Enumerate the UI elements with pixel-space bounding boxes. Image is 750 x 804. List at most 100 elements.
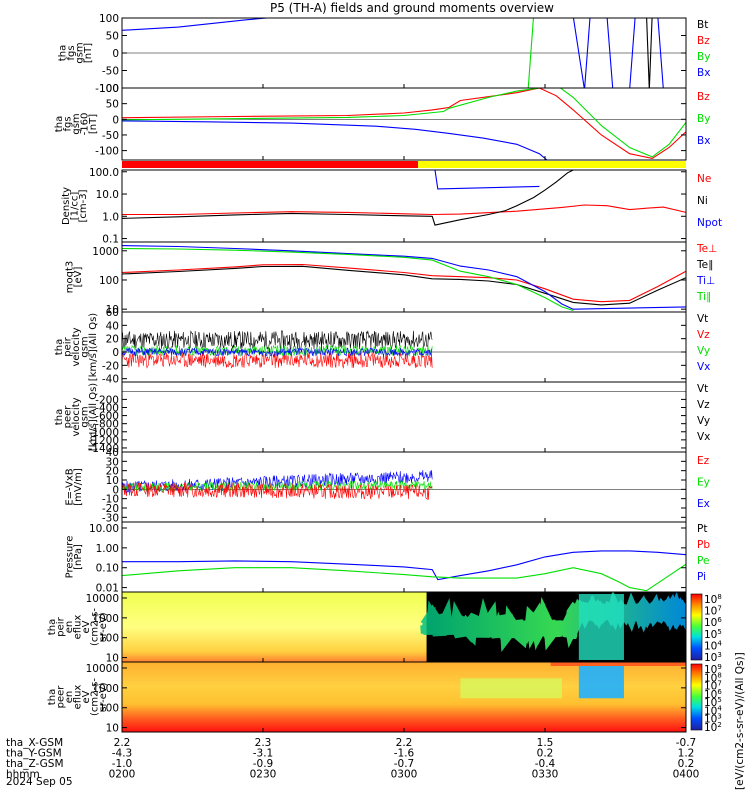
panel-peer_vel: -200-400-600-800-1000-1200-1400thapeerve…: [54, 381, 710, 455]
ytick-label: -100: [95, 83, 119, 95]
ytick-label: 1.00: [96, 543, 119, 555]
series-fgs_dsl-Bz: [122, 88, 686, 159]
ylabel-line: [nPa]: [73, 544, 84, 570]
panel-efield-content: [122, 470, 686, 501]
xtick-label-tha_Y-GSM: -1.6: [394, 748, 415, 760]
series-peir_vel-Vz: [122, 351, 433, 369]
legend-Bx: Bx: [697, 67, 710, 79]
footer: 2.2-4.3-1.002002.3-3.1-0.902302.2-1.6-0.…: [6, 84, 699, 781]
ylabel-line: [mV/m]: [73, 468, 84, 506]
ytick-label: -40: [102, 374, 119, 386]
ylabel-line: tha: [47, 689, 58, 705]
ytick-label: 100: [99, 633, 119, 645]
xtick-label-tha_X-GSM: 2.2: [114, 737, 131, 749]
ytick-label: -50: [102, 66, 119, 78]
panel-density-legend: Ne Ni Npot: [697, 173, 722, 229]
ytick-label: 40: [106, 447, 119, 459]
ytick-label: -20: [102, 503, 119, 515]
ytick-label: 20: [106, 334, 119, 346]
legend-Bx: Bx: [697, 135, 710, 147]
ylabel-line: [eV]: [73, 267, 84, 288]
series-density-Ni: [122, 170, 574, 226]
legend-By: By: [697, 113, 710, 125]
xtick-label-tha_Z-GSM: -0.4: [535, 758, 556, 770]
panels: 100500-50-100thafgsgsm[nT]BtBzByBx100500…: [47, 13, 722, 735]
panel-pressure-content: [122, 550, 686, 592]
ylabel-line: fgs: [66, 45, 77, 60]
series-temp-Ti∥: [122, 247, 574, 312]
panel-peir_spec: 10000 1000 100 10 thapeirenefluxeV(cm2-s-sr-…: [47, 591, 687, 665]
ytick-label: 0.01: [96, 583, 119, 595]
ylabel-line: tha: [54, 339, 65, 355]
legend-Ez: Ez: [697, 455, 710, 467]
ylabel-line: moqt3: [65, 261, 76, 294]
ytick-label: -800: [95, 419, 119, 431]
legend-By: By: [697, 51, 710, 63]
peer-spectrogram-band: [460, 678, 562, 699]
ylabel-line: (cm2-s-: [90, 678, 101, 716]
panel-pressure-legend: Pt Pb Pe Pi: [697, 523, 710, 583]
panel-fgs-legend: Bt Bz By Bx: [697, 19, 710, 79]
ytick-label: 10: [106, 653, 119, 665]
ytick-label: -200: [95, 394, 119, 406]
xtick-label-tha_Y-GSM: 0.2: [537, 748, 554, 760]
panel-efield-legend: Ez Ey Ex: [697, 455, 710, 510]
xtick-label-tha_Y-GSM: -4.3: [112, 748, 133, 760]
panel-pressure: 10.00 1.00 0.10 0.01 Pressure[nPa] Pt Pb Pe Pi: [65, 521, 710, 595]
xtick-label-tha_Z-GSM: 0.2: [678, 758, 695, 770]
series-temp-Ti⊥: [122, 245, 686, 310]
ylabel-line: gsm: [75, 42, 86, 63]
date-label: 2024 Sep 05: [6, 776, 73, 788]
series-fgs_dsl-By: [122, 88, 686, 158]
colorbar-tick: 102: [704, 721, 722, 734]
panel-peir_spec-yticks: 10000 1000 100 10: [86, 593, 686, 665]
ytick-label: 10: [106, 304, 119, 316]
ylabel-line: [km/s](All Qs): [88, 313, 99, 381]
ylabel-line: gsm: [80, 406, 91, 427]
ytick-label: 100: [99, 703, 119, 715]
ytick-label: -30: [102, 512, 119, 524]
ytick-label: 10000: [86, 593, 119, 605]
xtick-label-tha_Z-GSM: -1.0: [112, 758, 133, 770]
ylabel-line: [1/cc]: [70, 192, 81, 221]
ylabel-line: Density: [61, 187, 72, 225]
panel-peer_spec-content: [122, 662, 686, 732]
xtick-label-tha_X-GSM: 2.3: [255, 737, 272, 749]
panel-fgs_dsl-legend: Bz By Bx: [697, 91, 710, 147]
panel-fgs-content: [122, 18, 686, 88]
legend-Bz: Bz: [697, 35, 710, 47]
footer-label: tha_Z-GSM: [6, 758, 64, 770]
colorbar-strip: [690, 593, 703, 661]
series-peir_vel-Vy: [122, 344, 433, 357]
ytick-label: 1000: [92, 683, 119, 695]
legend-Vt: Vt: [697, 313, 708, 325]
series-temp-Te⊥: [122, 263, 686, 303]
legend-Te⊥: Te⊥: [696, 243, 717, 255]
ylabel-line: [cm-3]: [78, 189, 89, 222]
ytick-label: 10.0: [96, 189, 119, 201]
series-efield-Ey: [122, 479, 433, 493]
legend-Vx: Vx: [697, 361, 710, 373]
series-density-Npot: [434, 170, 540, 190]
ytick-label: -1400: [88, 443, 119, 455]
legend-Ne: Ne: [697, 173, 711, 185]
plot-title: P5 (TH-A) fields and ground moments over…: [270, 1, 554, 15]
ytick-label: 1000: [92, 246, 119, 258]
ylabel-line: eV: [81, 690, 92, 703]
series-fgs-Bx: [122, 18, 664, 88]
panel-temp-ylabel: moqt3[eV]: [65, 261, 85, 294]
peer-spectrogram-top: [550, 662, 686, 666]
colorbar-strip: [690, 663, 703, 731]
series-peir_vel-Vt: [122, 330, 433, 350]
ytick-label: -20: [102, 360, 119, 372]
ylabel-line: tha: [54, 409, 65, 425]
series-fgs-By: [527, 18, 534, 88]
xtick-label-tha_Y-GSM: -3.1: [253, 748, 274, 760]
